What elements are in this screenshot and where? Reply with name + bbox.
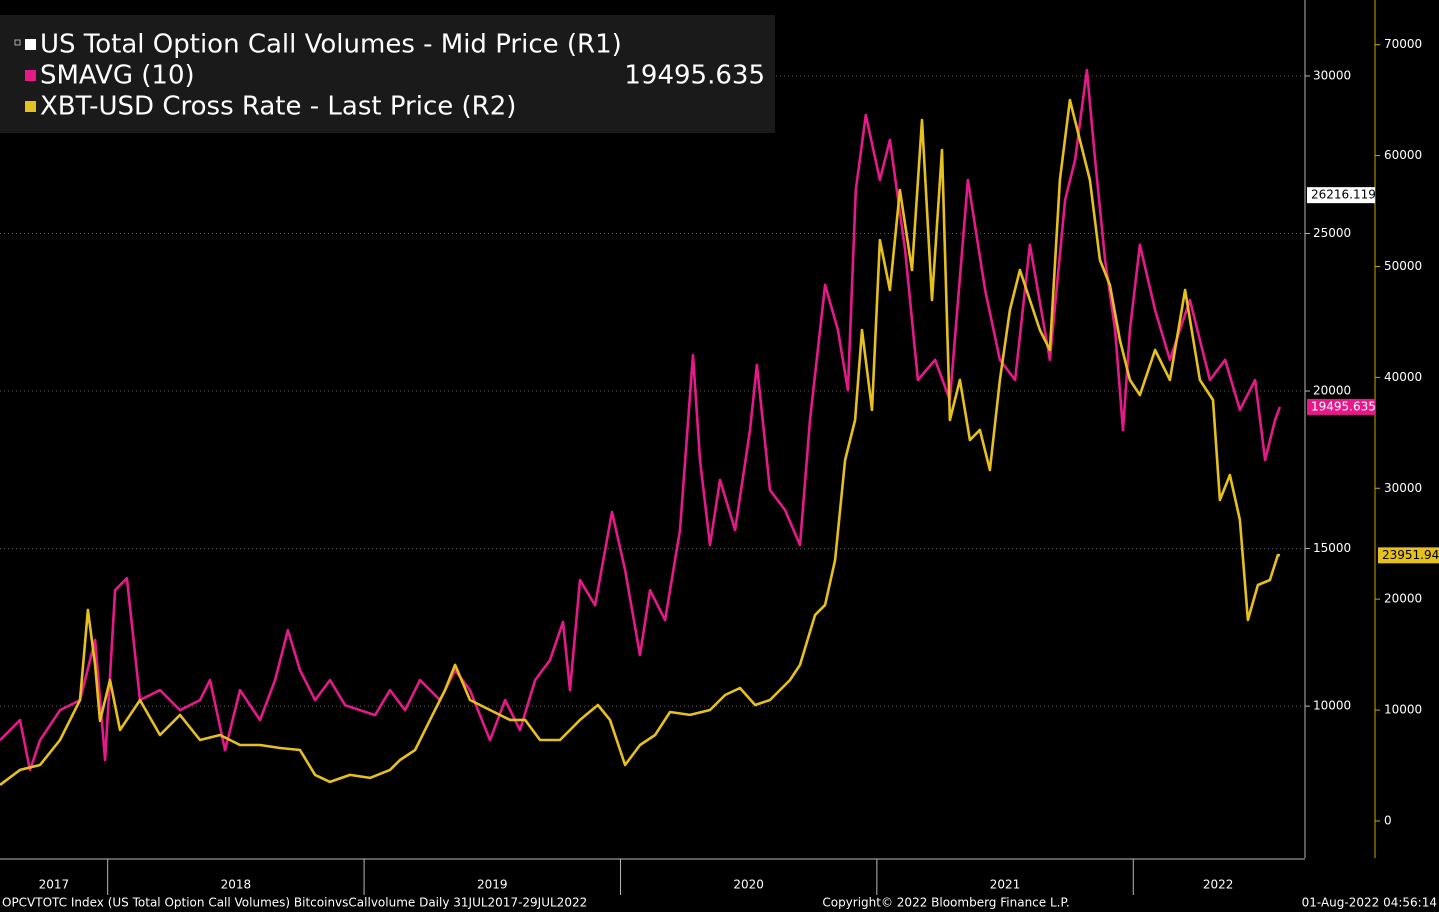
r2-tick-label: 50000: [1384, 259, 1422, 273]
series-line: [0, 68, 1282, 772]
legend-last-value: 19495.635: [624, 61, 765, 91]
r2-tick-label: 60000: [1384, 148, 1422, 162]
r1-tick-label: 20000: [1313, 384, 1351, 398]
footer-right: 01-Aug-2022 04:56:14: [1302, 896, 1437, 910]
last-value-tag-label: 23951.94: [1382, 548, 1439, 562]
axes: 10000 15000 20000 25000 30000 0 10000 20000 3000…: [39, 37, 1439, 895]
legend-swatch: [25, 39, 36, 50]
footer-center: Copyright© 2022 Bloomberg Finance L.P.: [822, 896, 1069, 910]
x-tick-label: 2019: [477, 878, 508, 892]
r1-tick-label: 15000: [1313, 541, 1351, 555]
r1-tick-label: 30000: [1313, 68, 1351, 82]
legend-swatch: [25, 101, 36, 112]
legend-label: XBT-USD Cross Rate - Last Price (R2): [40, 92, 516, 122]
x-tick-label: 2017: [39, 878, 70, 892]
last-value-tag-label: 19495.635: [1311, 399, 1376, 413]
r2-tick-label: 0: [1384, 813, 1392, 827]
r2-tick-label: 40000: [1384, 370, 1422, 384]
legend-box: [0, 15, 775, 133]
x-tick-label: 2022: [1203, 878, 1234, 892]
legend-label: SMAVG (10): [40, 61, 195, 91]
last-value-tag: [1307, 187, 1375, 204]
lines-layer: [0, 68, 1282, 786]
series-line: [0, 98, 1281, 786]
r2-tick-label: 10000: [1384, 703, 1422, 717]
x-tick-label: 2018: [221, 878, 252, 892]
legend-label: US Total Option Call Volumes - Mid Price…: [40, 30, 622, 60]
x-tick-label: 2021: [990, 878, 1021, 892]
footer-left: OPCVTOTC Index (US Total Option Call Vol…: [2, 896, 587, 910]
r2-tick-label: 30000: [1384, 481, 1422, 495]
r1-tick-label: 10000: [1313, 699, 1351, 713]
r2-tick-label: 20000: [1384, 592, 1422, 606]
last-value-tag-label: 26216.119: [1311, 188, 1376, 202]
r1-tick-label: 25000: [1313, 226, 1351, 240]
r2-tick-label: 70000: [1384, 37, 1422, 51]
x-tick-label: 2020: [733, 878, 764, 892]
legend-swatch: [25, 70, 36, 81]
legend-handle: [14, 39, 21, 46]
last-value-tag: [1307, 398, 1375, 415]
legend: US Total Option Call Volumes - Mid Price…: [14, 30, 765, 122]
last-value-tag: [1378, 547, 1439, 564]
